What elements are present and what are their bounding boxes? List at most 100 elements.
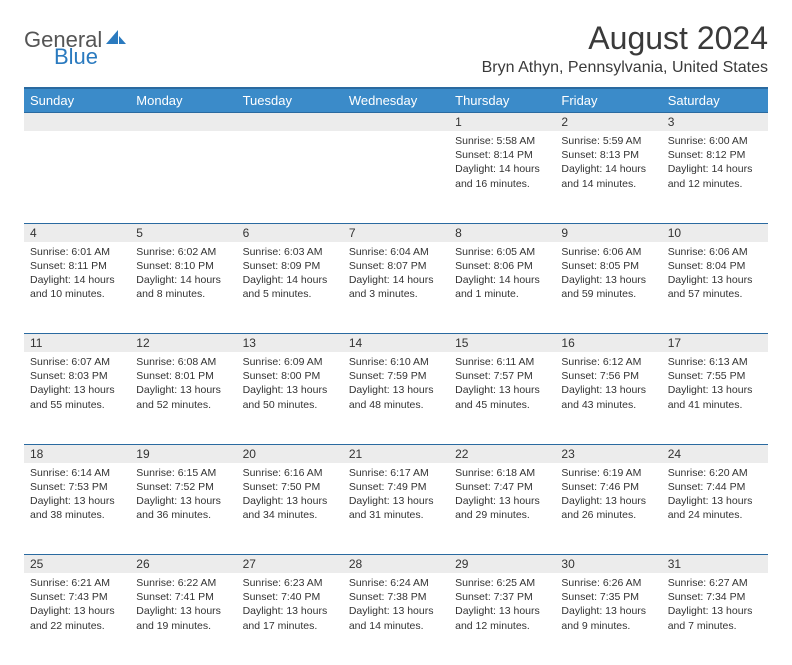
title-block: August 2024 Bryn Athyn, Pennsylvania, Un… [482, 20, 768, 83]
day-header: Thursday [449, 88, 555, 113]
day-content-cell: Sunrise: 6:18 AMSunset: 7:47 PMDaylight:… [449, 463, 555, 555]
day-number: 28 [343, 555, 449, 573]
day-content-cell: Sunrise: 6:03 AMSunset: 8:09 PMDaylight:… [237, 242, 343, 334]
day-details: Sunrise: 6:22 AMSunset: 7:41 PMDaylight:… [130, 573, 236, 639]
day-details: Sunrise: 6:25 AMSunset: 7:37 PMDaylight:… [449, 573, 555, 639]
day-header: Friday [555, 88, 661, 113]
day-number-cell: 2 [555, 113, 661, 132]
day-number-cell: 20 [237, 444, 343, 463]
day-number-cell: 26 [130, 555, 236, 574]
day-details: Sunrise: 6:17 AMSunset: 7:49 PMDaylight:… [343, 463, 449, 529]
day-content-cell: Sunrise: 6:25 AMSunset: 7:37 PMDaylight:… [449, 573, 555, 665]
day-details: Sunrise: 6:14 AMSunset: 7:53 PMDaylight:… [24, 463, 130, 529]
day-details: Sunrise: 6:12 AMSunset: 7:56 PMDaylight:… [555, 352, 661, 418]
day-number: 8 [449, 224, 555, 242]
day-details: Sunrise: 6:00 AMSunset: 8:12 PMDaylight:… [662, 131, 768, 197]
day-number: 12 [130, 334, 236, 352]
day-details: Sunrise: 5:58 AMSunset: 8:14 PMDaylight:… [449, 131, 555, 197]
day-number-cell: 29 [449, 555, 555, 574]
day-number-cell: 22 [449, 444, 555, 463]
day-number: 21 [343, 445, 449, 463]
day-number-cell: 10 [662, 223, 768, 242]
week-content-row: Sunrise: 6:01 AMSunset: 8:11 PMDaylight:… [24, 242, 768, 334]
day-details: Sunrise: 6:09 AMSunset: 8:00 PMDaylight:… [237, 352, 343, 418]
day-content-cell: Sunrise: 6:14 AMSunset: 7:53 PMDaylight:… [24, 463, 130, 555]
day-number-cell: 27 [237, 555, 343, 574]
day-number: 26 [130, 555, 236, 573]
day-content-cell: Sunrise: 5:59 AMSunset: 8:13 PMDaylight:… [555, 131, 661, 223]
day-number-cell [130, 113, 236, 132]
day-content-cell: Sunrise: 6:20 AMSunset: 7:44 PMDaylight:… [662, 463, 768, 555]
day-content-cell: Sunrise: 6:19 AMSunset: 7:46 PMDaylight:… [555, 463, 661, 555]
day-content-cell: Sunrise: 6:05 AMSunset: 8:06 PMDaylight:… [449, 242, 555, 334]
day-number: 2 [555, 113, 661, 131]
day-number-cell: 23 [555, 444, 661, 463]
location: Bryn Athyn, Pennsylvania, United States [482, 59, 768, 77]
day-details: Sunrise: 6:26 AMSunset: 7:35 PMDaylight:… [555, 573, 661, 639]
calendar-table: SundayMondayTuesdayWednesdayThursdayFrid… [24, 87, 768, 665]
day-number-cell: 13 [237, 334, 343, 353]
day-number: 3 [662, 113, 768, 131]
day-details: Sunrise: 6:06 AMSunset: 8:05 PMDaylight:… [555, 242, 661, 308]
day-content-cell [237, 131, 343, 223]
day-details: Sunrise: 6:04 AMSunset: 8:07 PMDaylight:… [343, 242, 449, 308]
day-details: Sunrise: 6:16 AMSunset: 7:50 PMDaylight:… [237, 463, 343, 529]
day-number-cell: 19 [130, 444, 236, 463]
day-details: Sunrise: 6:15 AMSunset: 7:52 PMDaylight:… [130, 463, 236, 529]
day-content-cell: Sunrise: 6:24 AMSunset: 7:38 PMDaylight:… [343, 573, 449, 665]
day-number: 25 [24, 555, 130, 573]
day-number-cell: 24 [662, 444, 768, 463]
day-details: Sunrise: 6:10 AMSunset: 7:59 PMDaylight:… [343, 352, 449, 418]
day-details: Sunrise: 6:13 AMSunset: 7:55 PMDaylight:… [662, 352, 768, 418]
day-number: 22 [449, 445, 555, 463]
week-number-row: 45678910 [24, 223, 768, 242]
day-content-cell: Sunrise: 6:12 AMSunset: 7:56 PMDaylight:… [555, 352, 661, 444]
day-details: Sunrise: 6:20 AMSunset: 7:44 PMDaylight:… [662, 463, 768, 529]
day-details: Sunrise: 6:03 AMSunset: 8:09 PMDaylight:… [237, 242, 343, 308]
day-content-cell: Sunrise: 6:15 AMSunset: 7:52 PMDaylight:… [130, 463, 236, 555]
day-number: 1 [449, 113, 555, 131]
day-number-cell: 3 [662, 113, 768, 132]
day-content-cell: Sunrise: 6:02 AMSunset: 8:10 PMDaylight:… [130, 242, 236, 334]
day-number-cell [343, 113, 449, 132]
day-number: 23 [555, 445, 661, 463]
day-content-cell: Sunrise: 6:13 AMSunset: 7:55 PMDaylight:… [662, 352, 768, 444]
month-title: August 2024 [482, 20, 768, 57]
day-number-cell: 8 [449, 223, 555, 242]
day-content-cell: Sunrise: 6:06 AMSunset: 8:05 PMDaylight:… [555, 242, 661, 334]
day-number: 19 [130, 445, 236, 463]
day-details: Sunrise: 6:08 AMSunset: 8:01 PMDaylight:… [130, 352, 236, 418]
day-number-cell: 9 [555, 223, 661, 242]
day-number-cell: 21 [343, 444, 449, 463]
logo-sail-icon [106, 28, 126, 51]
day-number: 10 [662, 224, 768, 242]
day-number-cell: 7 [343, 223, 449, 242]
week-number-row: 11121314151617 [24, 334, 768, 353]
day-header-row: SundayMondayTuesdayWednesdayThursdayFrid… [24, 88, 768, 113]
day-number: 9 [555, 224, 661, 242]
day-number-cell: 11 [24, 334, 130, 353]
day-details: Sunrise: 6:19 AMSunset: 7:46 PMDaylight:… [555, 463, 661, 529]
day-content-cell: Sunrise: 6:04 AMSunset: 8:07 PMDaylight:… [343, 242, 449, 334]
day-number: 18 [24, 445, 130, 463]
day-content-cell: Sunrise: 6:11 AMSunset: 7:57 PMDaylight:… [449, 352, 555, 444]
week-number-row: 123 [24, 113, 768, 132]
day-number-cell: 25 [24, 555, 130, 574]
day-number-cell: 1 [449, 113, 555, 132]
day-details: Sunrise: 6:07 AMSunset: 8:03 PMDaylight:… [24, 352, 130, 418]
day-details: Sunrise: 6:21 AMSunset: 7:43 PMDaylight:… [24, 573, 130, 639]
day-number-cell: 6 [237, 223, 343, 242]
day-number: 27 [237, 555, 343, 573]
day-number-cell: 28 [343, 555, 449, 574]
day-details: Sunrise: 6:11 AMSunset: 7:57 PMDaylight:… [449, 352, 555, 418]
day-content-cell: Sunrise: 6:22 AMSunset: 7:41 PMDaylight:… [130, 573, 236, 665]
day-number-cell [24, 113, 130, 132]
day-content-cell: Sunrise: 6:06 AMSunset: 8:04 PMDaylight:… [662, 242, 768, 334]
day-number: 4 [24, 224, 130, 242]
day-number: 30 [555, 555, 661, 573]
day-content-cell: Sunrise: 6:26 AMSunset: 7:35 PMDaylight:… [555, 573, 661, 665]
day-content-cell: Sunrise: 6:23 AMSunset: 7:40 PMDaylight:… [237, 573, 343, 665]
week-content-row: Sunrise: 6:21 AMSunset: 7:43 PMDaylight:… [24, 573, 768, 665]
week-content-row: Sunrise: 6:14 AMSunset: 7:53 PMDaylight:… [24, 463, 768, 555]
day-details: Sunrise: 6:24 AMSunset: 7:38 PMDaylight:… [343, 573, 449, 639]
